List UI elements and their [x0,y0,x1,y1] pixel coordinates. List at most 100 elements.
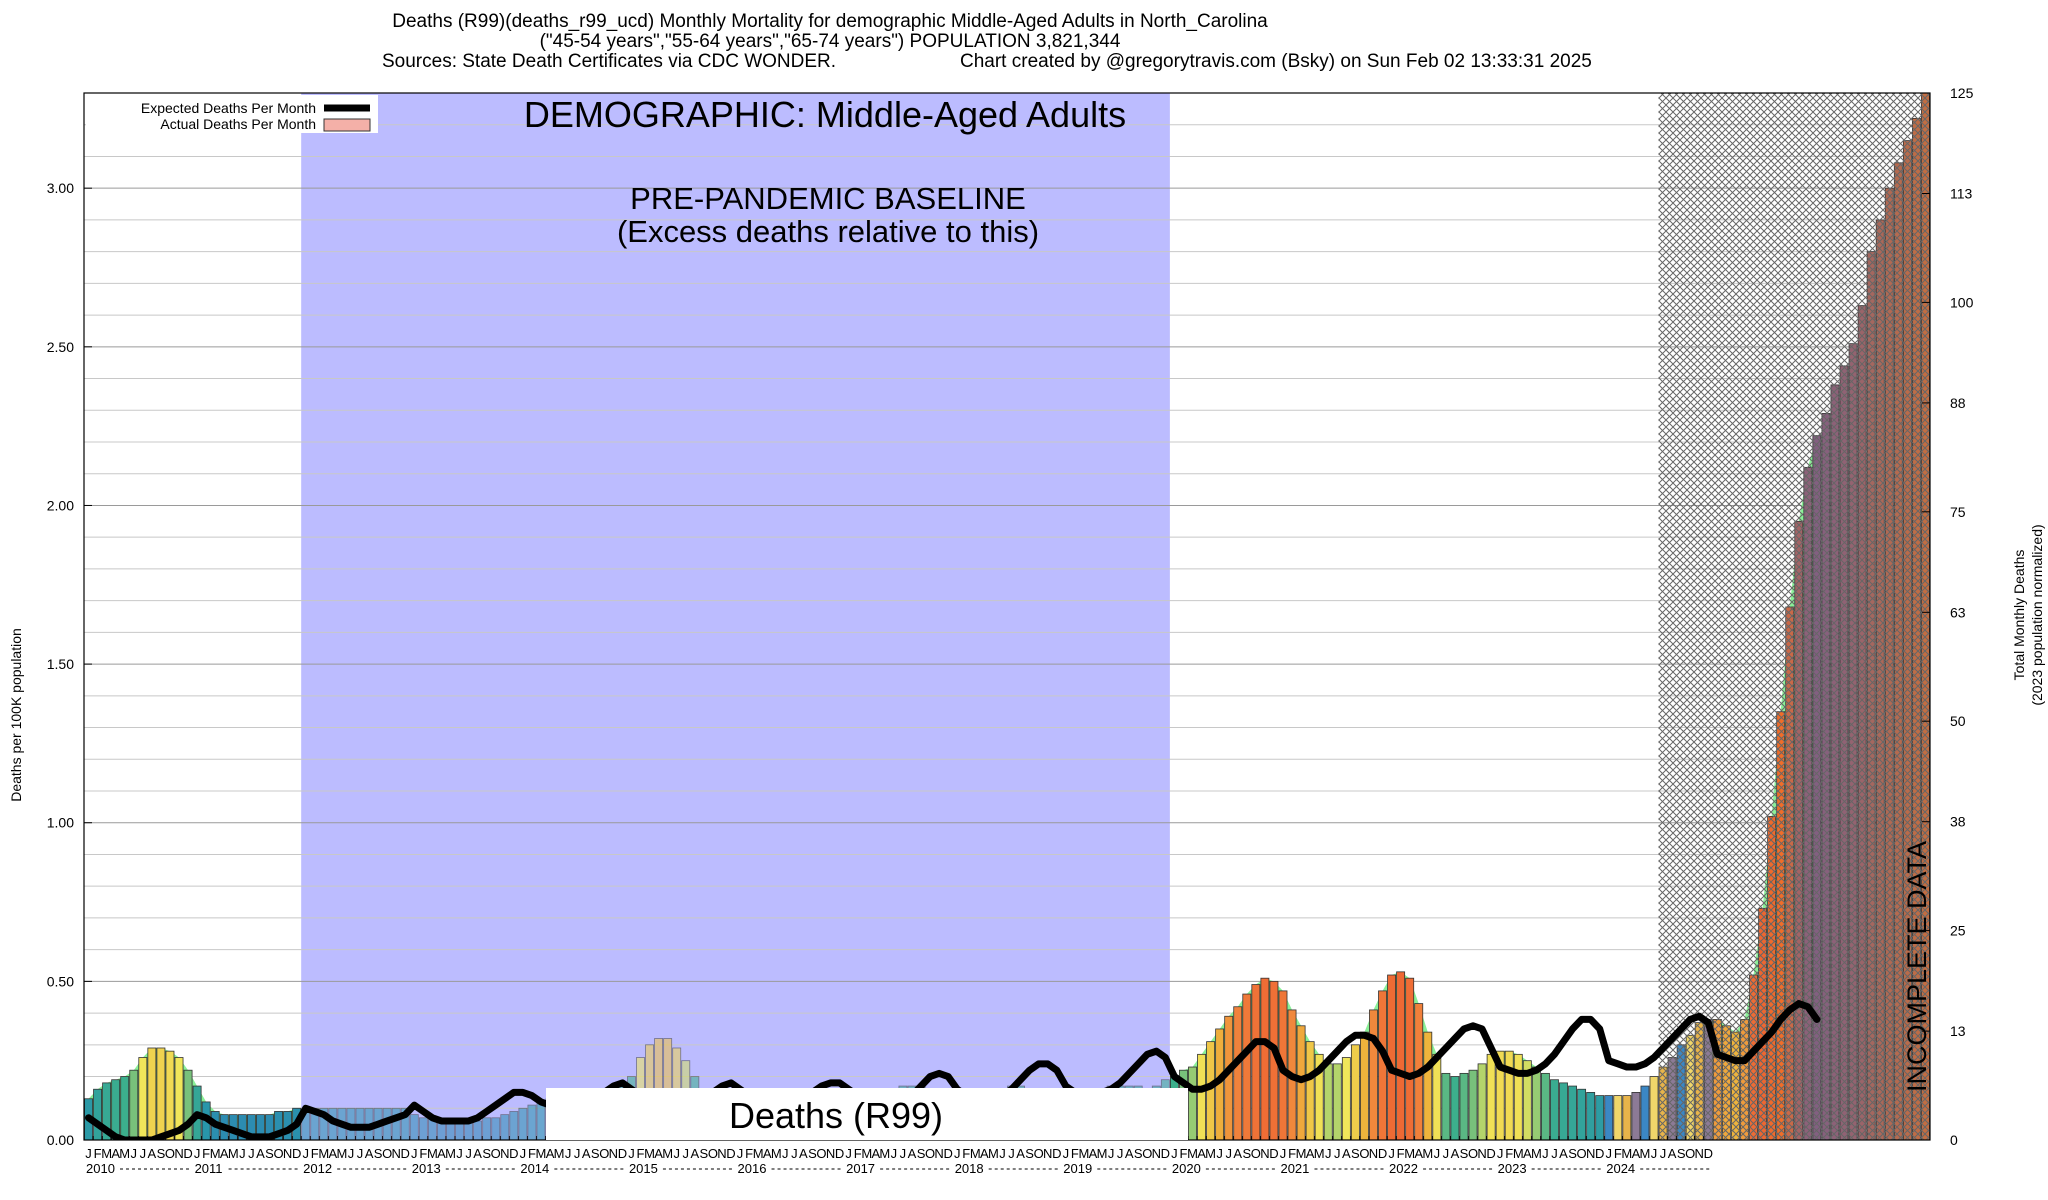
baseline-label: PRE-PANDEMIC BASELINE [630,181,1026,216]
x-month-label: J [845,1146,852,1161]
y-tick-label-left: 0.00 [47,1132,74,1148]
x-month-label: M [536,1146,547,1161]
y-tick-label-left: 3.00 [47,180,74,196]
actual-bar [1423,1031,1433,1140]
x-month-label: F [419,1146,427,1161]
x-month-label: J [248,1146,255,1161]
actual-bar [1360,1031,1369,1140]
actual-bar [1531,1066,1541,1140]
x-year-label: 2015 [629,1161,658,1176]
x-month-label: J [1443,1146,1450,1161]
y-tick-label-right: 25 [1950,923,1966,939]
actual-bar [518,1107,528,1140]
actual-bar [1188,1066,1197,1140]
x-month-label: A [329,1146,338,1161]
actual-bar [1613,1095,1623,1140]
y-axis-title-right-sub: (2023 population normalized) [2029,524,2045,705]
x-month-label: J [1171,1146,1178,1161]
x-month-label: A [256,1146,265,1161]
x-month-label: A [546,1146,555,1161]
x-month-label: J [574,1146,581,1161]
actual-bar [1550,1079,1559,1140]
x-month-label: J [683,1146,690,1161]
x-month-label: M [879,1146,890,1161]
x-month-label: M [1422,1146,1433,1161]
x-month-label: M [861,1146,872,1161]
x-month-label: D [183,1146,192,1161]
x-month-label: F [1179,1146,1187,1161]
actual-bar [1332,1063,1342,1140]
x-month-label: M [427,1146,438,1161]
x-month-label: M [1097,1146,1108,1161]
x-month-label: J [1651,1146,1658,1161]
actual-bar [509,1111,519,1140]
actual-bar [1305,1041,1315,1140]
actual-bar [93,1088,102,1140]
x-month-label: S [265,1146,274,1161]
actual-bar [482,1117,492,1140]
x-month-label: N [1152,1146,1161,1161]
actual-bar [1604,1095,1614,1140]
actual-bar [1260,977,1270,1140]
x-year-label: 2020 [1172,1161,1201,1176]
actual-bar [1233,1006,1243,1140]
x-month-label: N [1369,1146,1378,1161]
x-month-label: O [1359,1146,1369,1161]
actual-bar [1495,1050,1505,1140]
x-month-label: F [528,1146,536,1161]
x-month-label: F [1614,1146,1622,1161]
cause-label-box [546,1088,1188,1140]
x-month-label: D [1052,1146,1061,1161]
x-month-label: J [1216,1146,1223,1161]
actual-bar [129,1069,139,1140]
y-tick-label-left: 0.50 [47,973,74,989]
x-month-label: A [220,1146,229,1161]
x-month-label: F [1397,1146,1405,1161]
x-month-label: F [962,1146,970,1161]
x-month-label: J [1225,1146,1232,1161]
chart-title: Deaths (R99)(deaths_r99_ucd) Monthly Mor… [392,11,1268,32]
x-month-label: A [1632,1146,1641,1161]
x-month-label: A [908,1146,917,1161]
x-month-label: O [1468,1146,1478,1161]
x-month-label: A [1125,1146,1134,1161]
x-month-label: N [609,1146,618,1161]
x-month-label: J [239,1146,246,1161]
actual-bar [409,1114,419,1140]
x-month-label: O [1142,1146,1152,1161]
x-month-label: M [771,1146,782,1161]
x-month-label: S [157,1146,166,1161]
x-month-label: J [1542,1146,1549,1161]
x-month-label: M [1404,1146,1415,1161]
x-month-label: M [336,1146,347,1161]
expected-deaths-line [85,1000,1821,1140]
chart-header: Deaths (R99)(deaths_r99_ucd) Monthly Mor… [0,12,1660,72]
x-month-label: O [1251,1146,1261,1161]
actual-bar [1540,1072,1550,1140]
actual-bar [491,1117,501,1140]
actual-bar [1649,1076,1659,1140]
x-month-label: F [1071,1146,1079,1161]
y-tick-label-right: 75 [1950,504,1966,520]
actual-bar [1378,990,1387,1140]
x-month-label: S [1460,1146,1469,1161]
actual-bar [1242,993,1252,1140]
x-month-label: J [999,1146,1006,1161]
actual-bar [1405,977,1415,1140]
x-month-label: A [1197,1146,1206,1161]
x-month-label: A [1233,1146,1242,1161]
actual-bar [1369,1009,1378,1140]
actual-bar [1577,1088,1587,1140]
x-month-label: D [1378,1146,1387,1161]
x-month-label: M [1187,1146,1198,1161]
legend-expected-label: Expected Deaths Per Month [141,100,316,116]
x-month-label: M [1296,1146,1307,1161]
x-month-label: F [637,1146,645,1161]
x-month-label: N [1695,1146,1704,1161]
actual-bar [1486,1053,1496,1140]
x-month-label: M [101,1146,112,1161]
x-year-label: 2021 [1280,1161,1309,1176]
x-month-label: J [1388,1146,1395,1161]
actual-bar [1459,1072,1469,1140]
actual-bar [1432,1053,1442,1140]
